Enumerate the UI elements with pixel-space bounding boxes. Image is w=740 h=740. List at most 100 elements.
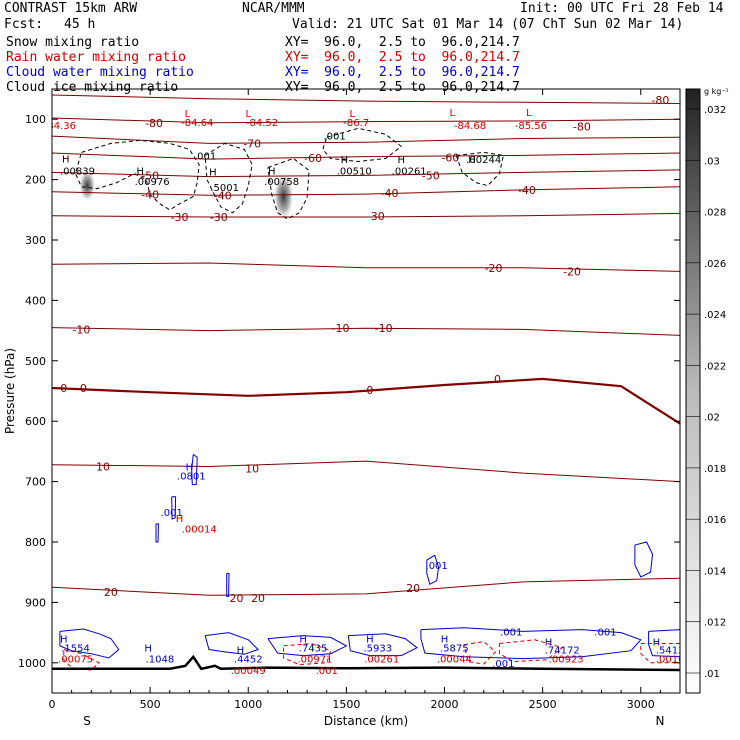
extremum-label: .001	[492, 659, 514, 670]
cloud-water-contour	[648, 629, 680, 658]
rain-water-contour	[63, 649, 100, 671]
endpoint-label-north: N	[656, 714, 665, 728]
header-fcst-label: Fcst:	[4, 17, 44, 32]
temperature-contour-label: 0	[80, 382, 87, 395]
snow-shading-blob	[273, 173, 294, 220]
temperature-contour-label: -50	[141, 169, 159, 182]
extremum-label: .00014	[182, 525, 217, 536]
y-tick-label: 600	[25, 415, 46, 428]
colorbar-tick-label: .014	[704, 566, 726, 577]
y-tick-label: 1000	[18, 657, 46, 670]
extremum-label: .1554	[61, 644, 90, 655]
extremum-label: .001	[500, 627, 522, 638]
y-tick-label: 800	[25, 536, 46, 549]
y-tick-label: 100	[25, 113, 46, 126]
endpoint-label-south: S	[83, 714, 91, 728]
header-title: CONTRAST 15km ARW	[4, 1, 138, 16]
extremum-label: .001	[323, 132, 345, 143]
temperature-contour-label: -40	[214, 189, 232, 202]
x-tick-label: 1000	[234, 698, 262, 711]
temperature-contour-label: -80	[145, 117, 163, 130]
temperature-contour	[52, 262, 680, 272]
extremum-label: .00075	[58, 655, 93, 666]
temperature-contour-label: 20	[229, 592, 243, 605]
extremum-label: H	[237, 646, 245, 657]
colorbar-tick-label: .032	[704, 105, 726, 116]
x-tick-label: 2500	[529, 698, 557, 711]
temperature-contour-label: -40	[141, 189, 159, 202]
temperature-contour-label: -80	[651, 94, 669, 107]
temperature-contour-label: -80	[573, 120, 591, 133]
y-tick-label: 300	[25, 234, 46, 247]
y-tick-label: 500	[25, 355, 46, 368]
temperature-contour-label: -70	[243, 137, 261, 150]
temperature-contour-label: -10	[72, 323, 90, 336]
y-tick-label: 700	[25, 476, 46, 489]
field-name-cloud-ice: Cloud ice mixing ratio	[6, 80, 179, 95]
cloud-ice-contour	[267, 157, 310, 220]
temperature-contour-label: -40	[381, 187, 399, 200]
field-xy-rain: XY= 96.0, 2.5 to 96.0,214.7	[285, 50, 520, 65]
y-axis-label: Pressure (hPa)	[3, 348, 17, 434]
temperature-contour-label: 0	[60, 382, 67, 395]
temperature-contour-label: 10	[96, 461, 110, 474]
extremum-label: .5001	[210, 183, 239, 194]
colorbar-unit: g kg⁻¹	[704, 87, 729, 96]
x-tick-label: 500	[140, 698, 161, 711]
header-valid: Valid: 21 UTC Sat 01 Mar 14 (07 ChT Sun …	[292, 17, 684, 32]
extremum-label: L	[245, 109, 251, 120]
x-tick-label: 1500	[332, 698, 360, 711]
y-tick-label: 200	[25, 174, 46, 187]
extremum-label: -84.52	[246, 118, 278, 129]
extremum-label: -84.36	[44, 121, 76, 132]
colorbar-tick-label: .022	[704, 361, 726, 372]
temperature-contour-label: -60	[304, 152, 322, 165]
extremum-label: .00976	[135, 177, 170, 188]
terrain-line	[52, 654, 680, 672]
field-name-cloud-water: Cloud water mixing ratio	[6, 65, 194, 80]
extremum-label: H	[268, 167, 276, 178]
temperature-contour	[52, 186, 680, 196]
extremum-label: L	[526, 108, 532, 119]
colorbar-tick-label: .01	[704, 669, 720, 680]
cloud-water-contour	[634, 541, 654, 578]
extremum-label: .00261	[364, 655, 399, 666]
extremum-label: .5875	[440, 644, 469, 655]
extremum-label: H	[441, 635, 449, 646]
temperature-contour-label: -20	[485, 262, 503, 275]
cloud-ice-contour	[455, 151, 505, 187]
y-tick-label: 900	[25, 596, 46, 609]
temperature-contour-label: 0	[366, 384, 373, 397]
header-init: Init: 00 UTC Fri 28 Feb 14	[520, 1, 724, 16]
temperature-contour-label: -30	[210, 211, 228, 224]
temperature-contour-label: 20	[406, 582, 420, 595]
extremum-label: H	[299, 635, 307, 646]
extremum-label: H	[468, 155, 476, 166]
extremum-label: .74172	[545, 646, 580, 657]
temperature-contour-label: -60	[441, 151, 459, 164]
extremum-label: .00510	[337, 167, 372, 178]
extremum-label: -84.64	[181, 118, 213, 129]
snow-shading-blob	[79, 170, 96, 202]
extremum-label: .0016	[656, 655, 685, 666]
temperature-contour	[52, 577, 680, 596]
field-xy-cloud-ice: XY= 96.0, 2.5 to 96.0,214.7	[285, 80, 520, 95]
extremum-label: .5933	[363, 644, 392, 655]
temperature-contour	[52, 117, 680, 124]
extremum-label: H	[62, 154, 70, 165]
x-tick-label: 3000	[627, 698, 655, 711]
rain-water-contour	[463, 641, 497, 665]
extremum-label: H	[176, 514, 184, 525]
header-fcst-value: 45 h	[64, 17, 96, 32]
temperature-contour-label: -10	[332, 322, 350, 335]
extremum-label: .00758	[264, 177, 299, 188]
extremum-label: .00244	[466, 155, 501, 166]
extremum-label: H	[60, 635, 68, 646]
rain-water-contour	[498, 639, 564, 663]
temperature-contour	[52, 169, 680, 178]
cloud-ice-contour	[322, 127, 403, 163]
extremum-label: .00839	[60, 167, 95, 178]
temperature-contour-label: 10	[245, 462, 259, 475]
temperature-contour-label: 20	[104, 586, 118, 599]
